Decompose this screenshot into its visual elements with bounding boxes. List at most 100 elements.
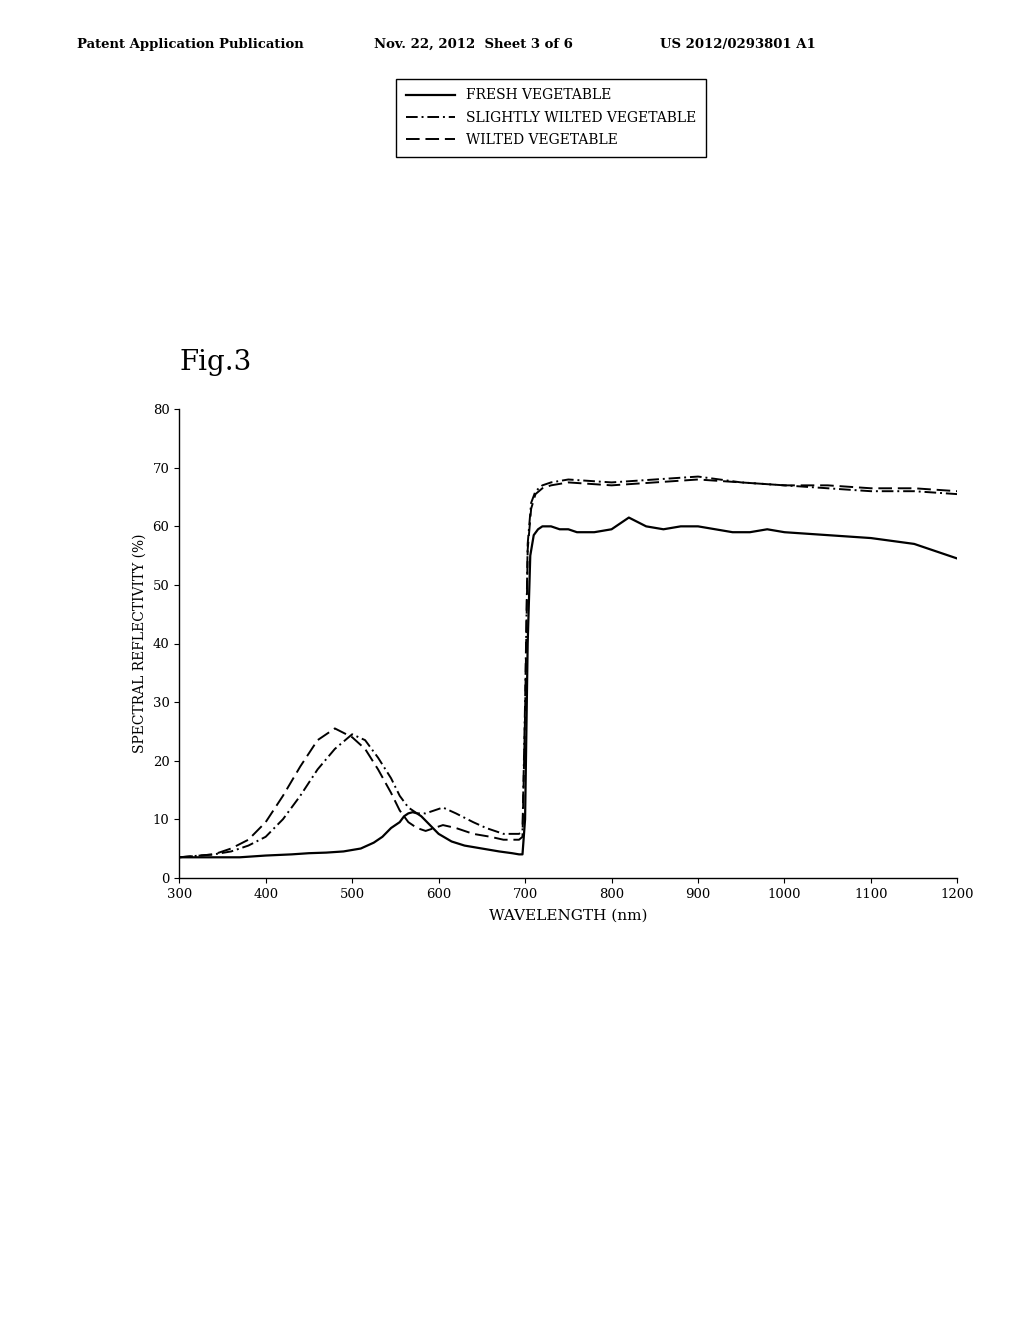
SLIGHTLY WILTED VEGETABLE [488,824,501,840]
SLIGHTLY WILTED VEGETABLE [605,474,617,490]
WILTED VEGETABLE [516,829,528,845]
SLIGHTLY WILTED VEGETABLE [208,846,220,862]
SLIGHTLY WILTED VEGETABLE [562,471,574,487]
WILTED VEGETABLE [513,832,525,847]
WILTED VEGETABLE [821,478,834,494]
Text: Patent Application Publication: Patent Application Publication [77,37,303,50]
SLIGHTLY WILTED VEGETABLE [467,814,479,830]
SLIGHTLY WILTED VEGETABLE [519,694,531,710]
FRESH VEGETABLE [951,550,964,566]
Y-axis label: SPECTRAL REFLECTIVITY (%): SPECTRAL REFLECTIVITY (%) [133,533,147,754]
SLIGHTLY WILTED VEGETABLE [173,849,185,865]
WILTED VEGETABLE [259,814,271,830]
Line: WILTED VEGETABLE: WILTED VEGETABLE [179,479,957,857]
SLIGHTLY WILTED VEGETABLE [428,803,440,818]
WILTED VEGETABLE [450,820,462,836]
Text: Nov. 22, 2012  Sheet 3 of 6: Nov. 22, 2012 Sheet 3 of 6 [374,37,572,50]
WILTED VEGETABLE [605,478,617,494]
WILTED VEGETABLE [529,486,542,502]
SLIGHTLY WILTED VEGETABLE [498,826,510,842]
WILTED VEGETABLE [346,729,358,744]
SLIGHTLY WILTED VEGETABLE [311,762,324,777]
SLIGHTLY WILTED VEGETABLE [372,750,384,766]
WILTED VEGETABLE [402,814,415,830]
FRESH VEGETABLE [657,521,670,537]
WILTED VEGETABLE [467,826,479,842]
SLIGHTLY WILTED VEGETABLE [294,788,306,804]
SLIGHTLY WILTED VEGETABLE [411,805,423,821]
WILTED VEGETABLE [778,478,791,494]
X-axis label: WAVELENGTH (nm): WAVELENGTH (nm) [489,909,647,923]
WILTED VEGETABLE [908,480,921,496]
SLIGHTLY WILTED VEGETABLE [402,800,415,816]
FRESH VEGETABLE [623,510,635,525]
SLIGHTLY WILTED VEGETABLE [821,480,834,496]
SLIGHTLY WILTED VEGETABLE [865,483,878,499]
WILTED VEGETABLE [521,541,534,557]
WILTED VEGETABLE [537,480,549,496]
SLIGHTLY WILTED VEGETABLE [521,536,534,552]
WILTED VEGETABLE [294,759,306,775]
FRESH VEGETABLE [402,805,415,821]
WILTED VEGETABLE [648,474,660,490]
WILTED VEGETABLE [276,788,289,804]
SLIGHTLY WILTED VEGETABLE [951,486,964,502]
SLIGHTLY WILTED VEGETABLE [385,771,397,787]
WILTED VEGETABLE [545,478,557,494]
WILTED VEGETABLE [243,832,255,847]
WILTED VEGETABLE [692,471,705,487]
SLIGHTLY WILTED VEGETABLE [480,820,493,836]
WILTED VEGETABLE [525,500,538,516]
WILTED VEGETABLE [173,849,185,865]
WILTED VEGETABLE [437,817,450,833]
WILTED VEGETABLE [498,832,510,847]
SLIGHTLY WILTED VEGETABLE [778,478,791,494]
SLIGHTLY WILTED VEGETABLE [259,829,271,845]
SLIGHTLY WILTED VEGETABLE [276,812,289,828]
SLIGHTLY WILTED VEGETABLE [516,824,528,840]
WILTED VEGETABLE [225,841,238,857]
SLIGHTLY WILTED VEGETABLE [545,474,557,490]
SLIGHTLY WILTED VEGETABLE [513,826,525,842]
WILTED VEGETABLE [484,829,497,845]
SLIGHTLY WILTED VEGETABLE [243,838,255,854]
Legend: FRESH VEGETABLE, SLIGHTLY WILTED VEGETABLE, WILTED VEGETABLE: FRESH VEGETABLE, SLIGHTLY WILTED VEGETAB… [396,79,706,157]
SLIGHTLY WILTED VEGETABLE [225,843,238,859]
Text: US 2012/0293801 A1: US 2012/0293801 A1 [660,37,816,50]
SLIGHTLY WILTED VEGETABLE [329,741,341,756]
Text: Fig.3: Fig.3 [179,348,252,376]
WILTED VEGETABLE [506,832,518,847]
FRESH VEGETABLE [531,521,544,537]
SLIGHTLY WILTED VEGETABLE [648,471,660,487]
WILTED VEGETABLE [865,480,878,496]
WILTED VEGETABLE [359,741,372,756]
SLIGHTLY WILTED VEGETABLE [525,495,538,511]
SLIGHTLY WILTED VEGETABLE [529,483,542,499]
WILTED VEGETABLE [385,785,397,801]
WILTED VEGETABLE [393,803,406,818]
WILTED VEGETABLE [311,733,324,748]
FRESH VEGETABLE [761,521,773,537]
SLIGHTLY WILTED VEGETABLE [506,826,518,842]
WILTED VEGETABLE [411,820,423,836]
WILTED VEGETABLE [329,721,341,737]
SLIGHTLY WILTED VEGETABLE [393,788,406,804]
SLIGHTLY WILTED VEGETABLE [437,800,450,816]
SLIGHTLY WILTED VEGETABLE [450,805,462,821]
WILTED VEGETABLE [428,820,440,836]
WILTED VEGETABLE [951,483,964,499]
WILTED VEGETABLE [519,706,531,722]
Line: FRESH VEGETABLE: FRESH VEGETABLE [179,517,957,857]
SLIGHTLY WILTED VEGETABLE [346,726,358,742]
WILTED VEGETABLE [562,474,574,490]
WILTED VEGETABLE [735,474,748,490]
FRESH VEGETABLE [173,849,185,865]
SLIGHTLY WILTED VEGETABLE [692,469,705,484]
WILTED VEGETABLE [208,846,220,862]
FRESH VEGETABLE [527,527,540,543]
WILTED VEGETABLE [372,762,384,777]
Line: SLIGHTLY WILTED VEGETABLE: SLIGHTLY WILTED VEGETABLE [179,477,957,857]
SLIGHTLY WILTED VEGETABLE [359,733,372,748]
SLIGHTLY WILTED VEGETABLE [735,474,748,490]
WILTED VEGETABLE [420,824,432,840]
